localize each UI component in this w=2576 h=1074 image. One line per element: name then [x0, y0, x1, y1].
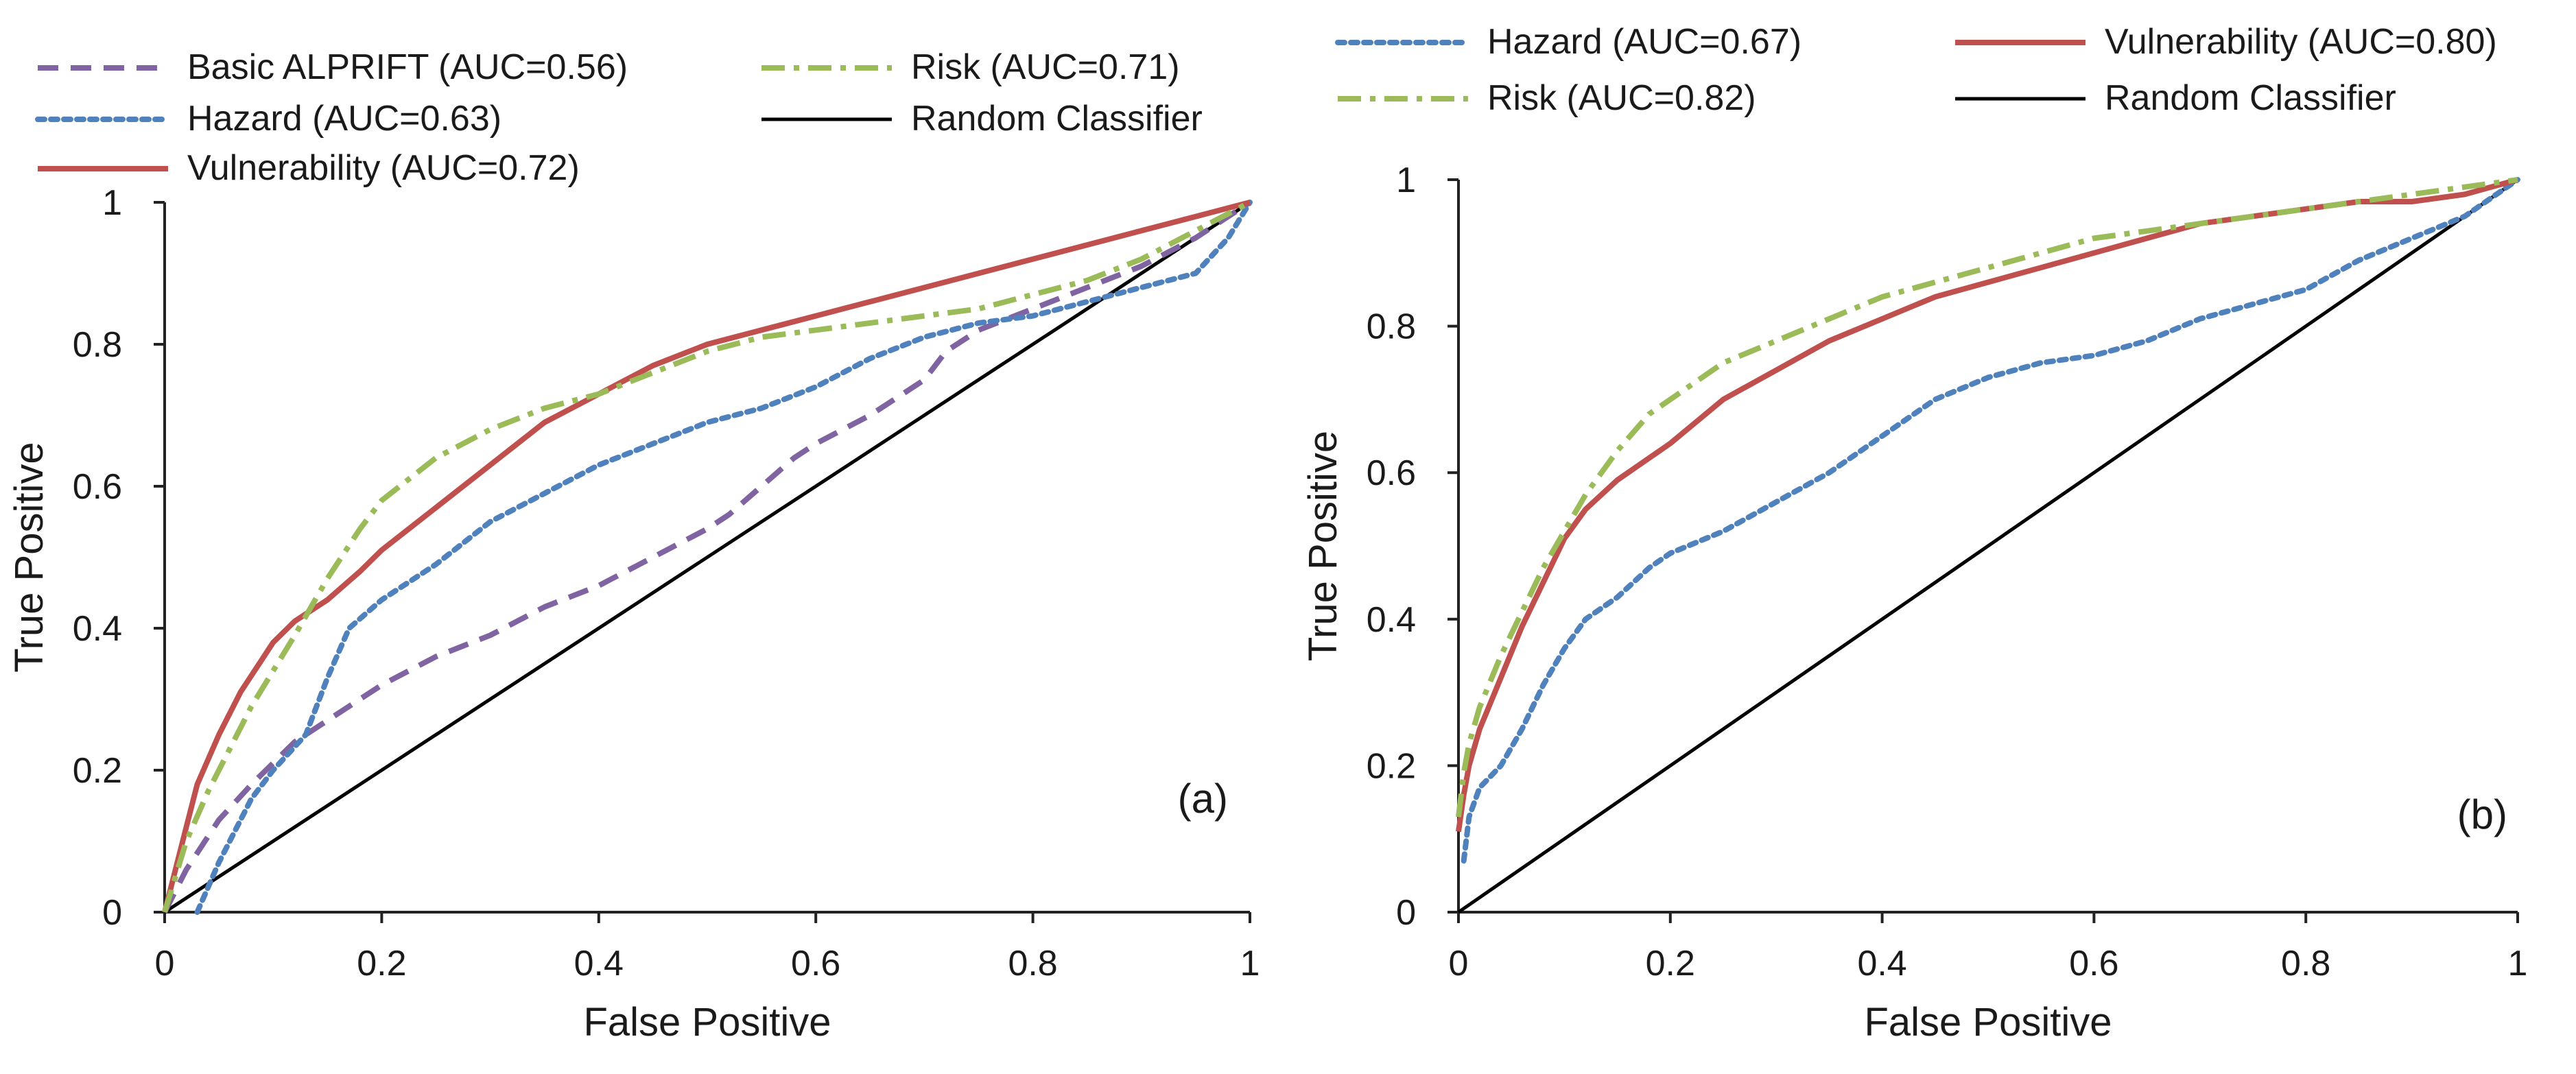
legend-item-risk: Risk (AUC=0.71) — [761, 47, 1180, 87]
legend-item-vulnerability: Vulnerability (AUC=0.80) — [1955, 22, 2497, 62]
x-tick-label: 1 — [2508, 944, 2528, 983]
series-line-vulnerability — [1456, 177, 2519, 833]
series-line-random — [163, 200, 1251, 914]
legend-label: Risk (AUC=0.82) — [1487, 78, 1756, 118]
legend-label: Vulnerability (AUC=0.72) — [187, 148, 580, 188]
chart-panel-a: 0 0.2 0.4 0.6 0.8 1 0 0.2 0.4 0.6 0.8 1 False Positi… — [7, 47, 1260, 1045]
legend-label: Risk (AUC=0.71) — [911, 47, 1180, 87]
x-tick-label: 0.2 — [1646, 944, 1695, 983]
legend-item-hazard: Hazard (AUC=0.67) — [1335, 22, 1801, 62]
legend-item-risk: Risk (AUC=0.82) — [1338, 78, 1756, 118]
x-tick-label: 0.4 — [574, 944, 624, 983]
legend-label: Random Classifier — [911, 99, 1203, 139]
series-line-risk — [162, 200, 1251, 914]
y-tick-label: 0.2 — [73, 751, 122, 791]
x-tick-label: 0 — [155, 944, 175, 983]
y-tick-label: 1 — [1396, 160, 1416, 200]
legend-item-basic: Basic ALPRIFT (AUC=0.56) — [38, 47, 628, 87]
y-tick-label: 0 — [102, 893, 122, 933]
legend-item-vulnerability: Vulnerability (AUC=0.72) — [38, 148, 580, 188]
series-line-vulnerability — [162, 200, 1251, 913]
x-tick-label: 0.6 — [2069, 944, 2118, 983]
y-tick-label: 0.8 — [1367, 307, 1416, 347]
legend-item-hazard: Hazard (AUC=0.63) — [35, 99, 501, 139]
series-line-risk — [1456, 177, 2518, 818]
legend-item-random: Random Classifier — [761, 99, 1203, 139]
legend-label: Hazard (AUC=0.67) — [1487, 22, 1801, 62]
y-tick-label: 0.2 — [1367, 746, 1416, 786]
y-tick-label: 1 — [102, 183, 122, 223]
series-line-random — [1457, 178, 2519, 914]
x-axis-title: False Positive — [1864, 1000, 2112, 1045]
x-tick-label: 0 — [1449, 944, 1469, 983]
x-tick-label: 0.6 — [791, 944, 840, 983]
y-tick-label: 0.4 — [73, 609, 122, 649]
series-line-hazard — [1461, 177, 2520, 864]
x-tick-label: 0.4 — [1857, 944, 1906, 983]
x-tick-label: 1 — [1240, 944, 1260, 983]
y-tick-label: 0.8 — [73, 325, 122, 365]
legend-label: Vulnerability (AUC=0.80) — [2105, 22, 2497, 62]
series-line-hazard — [194, 200, 1253, 915]
y-tick-label: 0.4 — [1367, 600, 1416, 640]
legend-label: Random Classifier — [2105, 78, 2396, 118]
y-tick-label: 0 — [1396, 893, 1416, 933]
x-tick-label: 0.8 — [1008, 944, 1057, 983]
x-tick-label: 0.8 — [2281, 944, 2330, 983]
legend-label: Basic ALPRIFT (AUC=0.56) — [187, 47, 628, 87]
legend-label: Hazard (AUC=0.63) — [187, 99, 501, 139]
x-tick-label: 0.2 — [357, 944, 406, 983]
x-axis-title: False Positive — [583, 1000, 831, 1045]
y-tick-label: 0.6 — [1367, 453, 1416, 493]
y-tick-label: 0.6 — [73, 467, 122, 507]
panel-label: (a) — [1178, 776, 1228, 822]
chart-panel-b: 0 0.2 0.4 0.6 0.8 1 0 0.2 0.4 0.6 0.8 1 False Positi… — [1301, 22, 2527, 1045]
y-axis-title: True Positive — [1301, 431, 1345, 661]
legend-item-random: Random Classifier — [1955, 78, 2396, 118]
panel-label: (b) — [2457, 791, 2507, 837]
y-axis-title: True Positive — [7, 442, 51, 672]
